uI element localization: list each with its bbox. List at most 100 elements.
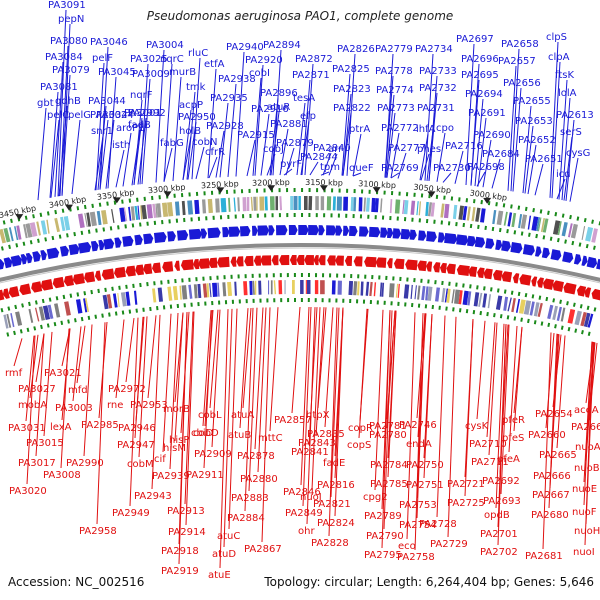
bottom-gene-label: hisP (169, 435, 189, 446)
forward-gene-arrow (318, 225, 325, 236)
forward-gene-arrow (10, 255, 23, 267)
forward-gene-arrow (188, 228, 203, 240)
top-gene-leader-line (569, 157, 579, 202)
reverse-gene-arrow (405, 259, 418, 271)
top-gene-label: PA3079 (52, 65, 90, 76)
bottom-gene-label: opdB (484, 510, 510, 521)
tick-mark (549, 236, 553, 241)
top-gene-label: PA2950 (178, 112, 216, 123)
top-gene-leader-line (61, 23, 71, 196)
outer-feature-block (101, 209, 108, 225)
top-gene-label: cobN (192, 137, 217, 148)
inner-feature-block (580, 311, 587, 327)
top-gene-label: PA3025 (130, 54, 168, 65)
top-gene-label: PA2730 (433, 163, 471, 174)
top-gene-leader-line (482, 139, 492, 188)
bottom-gene-label: pfeA (497, 454, 520, 465)
reverse-gene-arrow (519, 274, 532, 286)
bottom-gene-label: rne (107, 400, 123, 411)
innermost-tick-mark (67, 319, 70, 324)
reverse-gene-arrow (135, 264, 145, 276)
top-gene-label: arr (328, 144, 343, 155)
tick-mark (513, 230, 517, 235)
bottom-gene-label: PA2665 (539, 450, 577, 461)
bottom-gene-leader-line (35, 333, 45, 457)
innermost-tick-mark (486, 311, 489, 317)
bottom-gene-leader-line (417, 313, 427, 438)
bottom-gene-label: PA2919 (161, 566, 199, 577)
tick-mark (542, 235, 546, 240)
outer-tick-mark (583, 217, 587, 223)
bottom-gene-leader-line (500, 324, 510, 495)
top-gene-leader-line (477, 117, 487, 187)
reverse-gene-arrow (198, 258, 210, 269)
tick-mark (477, 224, 480, 230)
bottom-gene-label: PA2878 (237, 451, 275, 462)
bottom-gene-label: PA2943 (134, 491, 172, 502)
top-gene-leader-line (563, 136, 573, 201)
scale-label: 3050 kbp (413, 183, 451, 196)
bottom-gene-label: PA2680 (531, 510, 569, 521)
reverse-gene-arrow (114, 266, 126, 279)
outer-feature-block (141, 204, 148, 220)
bottom-gene-label: atuA (231, 410, 254, 421)
top-gene-leader-line (296, 102, 306, 176)
genome-backbone (0, 243, 600, 284)
bottom-gene-leader-line (185, 311, 195, 526)
top-gene-leader-line (195, 146, 205, 180)
bottom-gene-label: PA2846 (283, 487, 321, 498)
forward-gene-arrow (103, 238, 115, 250)
outer-tick-mark (576, 216, 580, 221)
bottom-gene-label: copS (347, 440, 371, 451)
top-gene-label: PA2695 (461, 70, 499, 81)
top-gene-leader-line (107, 76, 117, 189)
bottom-gene-leader-line (406, 312, 416, 540)
inner-tick-mark (538, 295, 542, 300)
top-gene-label: PA2697 (456, 34, 494, 45)
bottom-gene-label: PA2751 (406, 480, 444, 491)
reverse-gene-arrow (531, 276, 538, 287)
tick-mark (578, 242, 582, 247)
inner-tick-mark (469, 284, 472, 289)
reverse-gene-arrow (552, 280, 564, 292)
bottom-gene-leader-line (26, 335, 36, 485)
inner-tick-mark (41, 298, 45, 304)
reverse-gene-arrow (180, 259, 194, 271)
top-gene-leader-line (95, 62, 105, 191)
bottom-gene-label: PA2781 (369, 421, 407, 432)
forward-gene-arrow (380, 227, 388, 238)
top-gene-leader-line (37, 107, 47, 201)
inner-tick-mark (14, 304, 18, 310)
reverse-gene-arrow (2, 288, 10, 299)
top-gene-leader-line (115, 149, 125, 188)
top-gene-label: PA2822 (333, 103, 371, 114)
scale-label: 3300 kbp (148, 183, 186, 196)
innermost-tick-mark (472, 309, 476, 315)
top-gene-leader-line (419, 133, 429, 181)
bottom-gene-label: PA2867 (244, 544, 282, 555)
reverse-gene-arrow (501, 271, 513, 283)
outer-feature-block (531, 216, 539, 231)
innermost-tick-mark (499, 314, 503, 319)
forward-gene-arrow (167, 231, 176, 242)
top-gene-label: PA2716 (445, 141, 483, 152)
top-gene-label: pelF (92, 53, 113, 64)
inner-feature-block (64, 301, 71, 316)
scale-label: 3100 kbp (358, 179, 396, 190)
forward-gene-arrow (25, 252, 33, 264)
forward-gene-arrow (90, 240, 99, 252)
scale-marker (483, 197, 492, 204)
top-gene-label: efp (300, 111, 316, 122)
top-gene-leader-line (474, 98, 484, 187)
outer-feature-block (3, 227, 11, 243)
top-gene-leader-line (510, 48, 520, 192)
forward-gene-arrow (20, 253, 28, 265)
top-gene-label: PA2733 (419, 66, 457, 77)
scale-marker (163, 191, 172, 198)
top-gene-leader-line (122, 132, 132, 187)
top-gene-label: PA2696 (461, 54, 499, 65)
top-strand-gene-labels: PA3091 pepN PA3080 PA3084 PA3079 PA3081 gbt PA3… (37, 0, 594, 180)
innermost-tick-mark (19, 329, 23, 334)
bottom-gene-label: PA2785 (370, 479, 408, 490)
reverse-gene-arrow (31, 281, 43, 293)
